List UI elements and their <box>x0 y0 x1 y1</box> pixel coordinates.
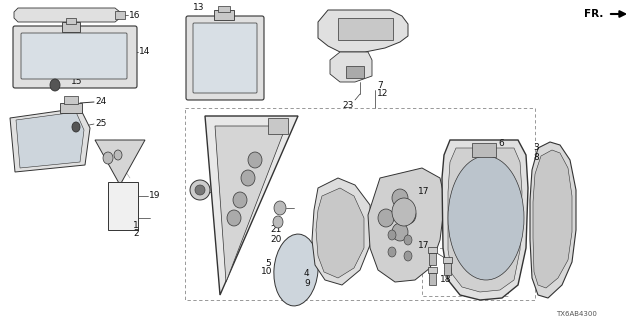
Bar <box>62 22 80 32</box>
Ellipse shape <box>388 247 396 257</box>
Ellipse shape <box>72 122 80 132</box>
Bar <box>346 66 364 78</box>
Ellipse shape <box>392 198 416 226</box>
Ellipse shape <box>227 210 241 226</box>
Text: 18: 18 <box>455 247 467 257</box>
Ellipse shape <box>195 185 205 195</box>
Ellipse shape <box>392 189 408 207</box>
Bar <box>428 247 437 253</box>
Ellipse shape <box>392 223 408 241</box>
Bar <box>60 103 82 113</box>
Polygon shape <box>448 148 522 292</box>
Ellipse shape <box>114 150 122 160</box>
Text: TX6AB4300: TX6AB4300 <box>556 311 597 317</box>
Polygon shape <box>530 142 576 298</box>
Bar <box>64 96 78 104</box>
Ellipse shape <box>273 216 283 228</box>
Text: 19: 19 <box>149 191 161 201</box>
Bar <box>214 10 234 20</box>
Ellipse shape <box>274 201 286 215</box>
Polygon shape <box>14 8 120 22</box>
Bar <box>443 257 452 263</box>
Ellipse shape <box>378 209 394 227</box>
Text: 5: 5 <box>265 260 271 268</box>
Bar <box>444 263 451 275</box>
Polygon shape <box>368 168 445 282</box>
Bar <box>422 248 508 296</box>
Text: 4: 4 <box>304 269 310 278</box>
FancyBboxPatch shape <box>186 16 264 100</box>
Bar <box>429 273 436 285</box>
Text: 3: 3 <box>533 143 539 153</box>
Text: 14: 14 <box>139 47 150 57</box>
Text: 9: 9 <box>304 279 310 289</box>
Bar <box>218 6 230 12</box>
Text: 10: 10 <box>261 268 273 276</box>
Text: 21: 21 <box>270 226 282 235</box>
Bar <box>66 18 76 24</box>
Bar <box>338 18 393 40</box>
Polygon shape <box>312 178 372 285</box>
Text: 13: 13 <box>193 4 205 12</box>
Text: 17: 17 <box>418 188 429 196</box>
Text: 17: 17 <box>418 242 429 251</box>
Polygon shape <box>215 126 286 282</box>
Ellipse shape <box>190 180 210 200</box>
Ellipse shape <box>400 206 416 224</box>
Text: 2: 2 <box>133 229 139 238</box>
Text: 24: 24 <box>95 97 106 106</box>
Ellipse shape <box>233 192 247 208</box>
Polygon shape <box>95 140 145 185</box>
Ellipse shape <box>103 152 113 164</box>
Text: 12: 12 <box>377 90 388 99</box>
Ellipse shape <box>404 251 412 261</box>
Polygon shape <box>16 112 84 168</box>
Text: 15: 15 <box>71 77 83 86</box>
Bar <box>108 182 138 230</box>
Polygon shape <box>10 108 90 172</box>
Bar <box>115 11 125 19</box>
Ellipse shape <box>248 152 262 168</box>
Ellipse shape <box>274 234 318 306</box>
Text: 8: 8 <box>533 154 539 163</box>
FancyBboxPatch shape <box>13 26 137 88</box>
Polygon shape <box>318 10 408 52</box>
Bar <box>268 118 288 134</box>
Bar <box>428 267 437 273</box>
Ellipse shape <box>388 230 396 240</box>
Text: 11: 11 <box>498 148 509 157</box>
Ellipse shape <box>50 79 60 91</box>
Polygon shape <box>316 188 364 278</box>
Polygon shape <box>442 140 528 300</box>
Text: 1: 1 <box>133 221 139 230</box>
Text: 7: 7 <box>377 82 383 91</box>
Text: 6: 6 <box>498 139 504 148</box>
Text: 23: 23 <box>342 101 354 110</box>
Polygon shape <box>205 116 298 295</box>
Ellipse shape <box>448 156 524 280</box>
Bar <box>472 143 496 157</box>
FancyBboxPatch shape <box>193 23 257 93</box>
Ellipse shape <box>404 235 412 245</box>
Text: 20: 20 <box>270 236 282 244</box>
Polygon shape <box>533 150 572 288</box>
Text: 25: 25 <box>95 118 106 127</box>
Text: 18: 18 <box>440 276 451 284</box>
Polygon shape <box>330 52 372 82</box>
Bar <box>185 108 535 300</box>
Ellipse shape <box>241 170 255 186</box>
Text: 16: 16 <box>129 11 141 20</box>
Bar <box>429 253 436 265</box>
Text: 18: 18 <box>460 258 472 267</box>
Text: 22: 22 <box>219 191 230 201</box>
FancyBboxPatch shape <box>21 33 127 79</box>
Text: FR.: FR. <box>584 9 604 19</box>
